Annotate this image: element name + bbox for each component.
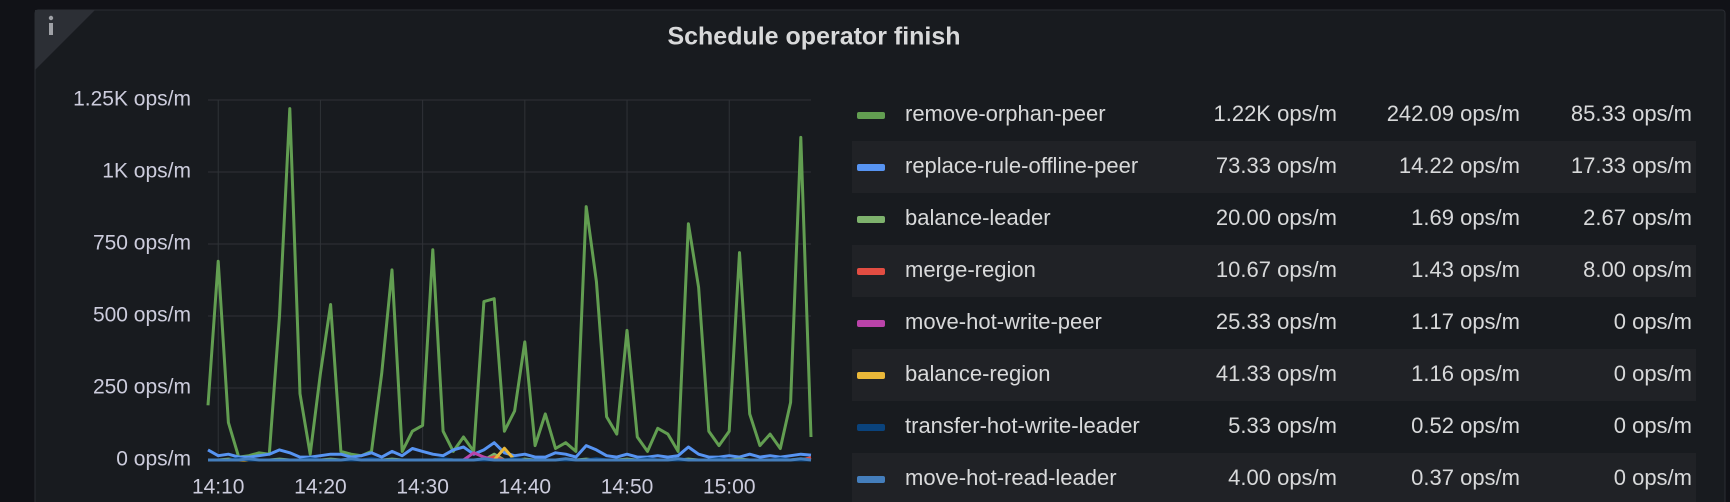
legend-value: 20.00 ops/m [1216, 205, 1337, 230]
legend-swatch [857, 164, 885, 171]
legend-value: 10.67 ops/m [1216, 257, 1337, 282]
legend-value: 1.17 ops/m [1411, 309, 1520, 334]
legend-value: 5.33 ops/m [1228, 413, 1337, 438]
legend-value: 1.69 ops/m [1411, 205, 1520, 230]
legend-row-bg [852, 245, 1696, 297]
y-tick-label: 250 ops/m [93, 376, 191, 399]
info-icon [49, 23, 53, 35]
legend-value: 2.67 ops/m [1583, 205, 1692, 230]
legend-name: balance-region [905, 361, 1051, 386]
legend-row-bg [852, 141, 1696, 193]
legend-swatch [857, 372, 885, 379]
legend-swatch [857, 424, 885, 431]
y-tick-label: 750 ops/m [93, 232, 191, 255]
x-tick-label: 14:50 [601, 476, 654, 499]
legend-name: merge-region [905, 257, 1036, 282]
legend-swatch [857, 112, 885, 119]
legend-name: replace-rule-offline-peer [905, 153, 1138, 178]
legend-value: 0.37 ops/m [1411, 465, 1520, 490]
legend-value: 1.22K ops/m [1213, 101, 1337, 126]
legend-value: 14.22 ops/m [1399, 153, 1520, 178]
legend-value: 4.00 ops/m [1228, 465, 1337, 490]
legend-value: 8.00 ops/m [1583, 257, 1692, 282]
series-line [208, 457, 812, 462]
legend-value: 0 ops/m [1614, 465, 1692, 490]
legend-swatch [857, 320, 885, 327]
x-tick-label: 14:20 [294, 476, 347, 499]
series-line [206, 107, 813, 459]
legend-value: 0 ops/m [1614, 309, 1692, 334]
legend-swatch [857, 268, 885, 275]
legend-value: 25.33 ops/m [1216, 309, 1337, 334]
y-tick-label: 500 ops/m [93, 304, 191, 327]
y-tick-label: 1.25K ops/m [73, 88, 191, 111]
legend-name: move-hot-write-peer [905, 309, 1102, 334]
legend-row-bg [852, 349, 1696, 401]
legend-value: 1.16 ops/m [1411, 361, 1520, 386]
legend-value: 0 ops/m [1614, 361, 1692, 386]
legend-name: balance-leader [905, 205, 1051, 230]
legend-value: 0 ops/m [1614, 413, 1692, 438]
legend-name: remove-orphan-peer [905, 101, 1106, 126]
legend-name: move-hot-read-leader [905, 465, 1117, 490]
legend-value: 41.33 ops/m [1216, 361, 1337, 386]
legend-value: 17.33 ops/m [1571, 153, 1692, 178]
x-tick-label: 15:00 [703, 476, 756, 499]
legend-value: 242.09 ops/m [1387, 101, 1520, 126]
x-tick-label: 14:40 [499, 476, 552, 499]
legend-row-bg [852, 453, 1696, 502]
x-tick-label: 14:30 [396, 476, 449, 499]
legend-value: 0.52 ops/m [1411, 413, 1520, 438]
legend-name: transfer-hot-write-leader [905, 413, 1140, 438]
legend-value: 1.43 ops/m [1411, 257, 1520, 282]
x-tick-label: 14:10 [192, 476, 245, 499]
legend-swatch [857, 476, 885, 483]
legend-value: 85.33 ops/m [1571, 101, 1692, 126]
legend-value: 73.33 ops/m [1216, 153, 1337, 178]
y-tick-label: 1K ops/m [102, 160, 191, 183]
info-icon-dot [48, 15, 54, 21]
legend-swatch [857, 216, 885, 223]
y-tick-label: 0 ops/m [116, 448, 191, 471]
chart-title: Schedule operator finish [667, 23, 960, 51]
